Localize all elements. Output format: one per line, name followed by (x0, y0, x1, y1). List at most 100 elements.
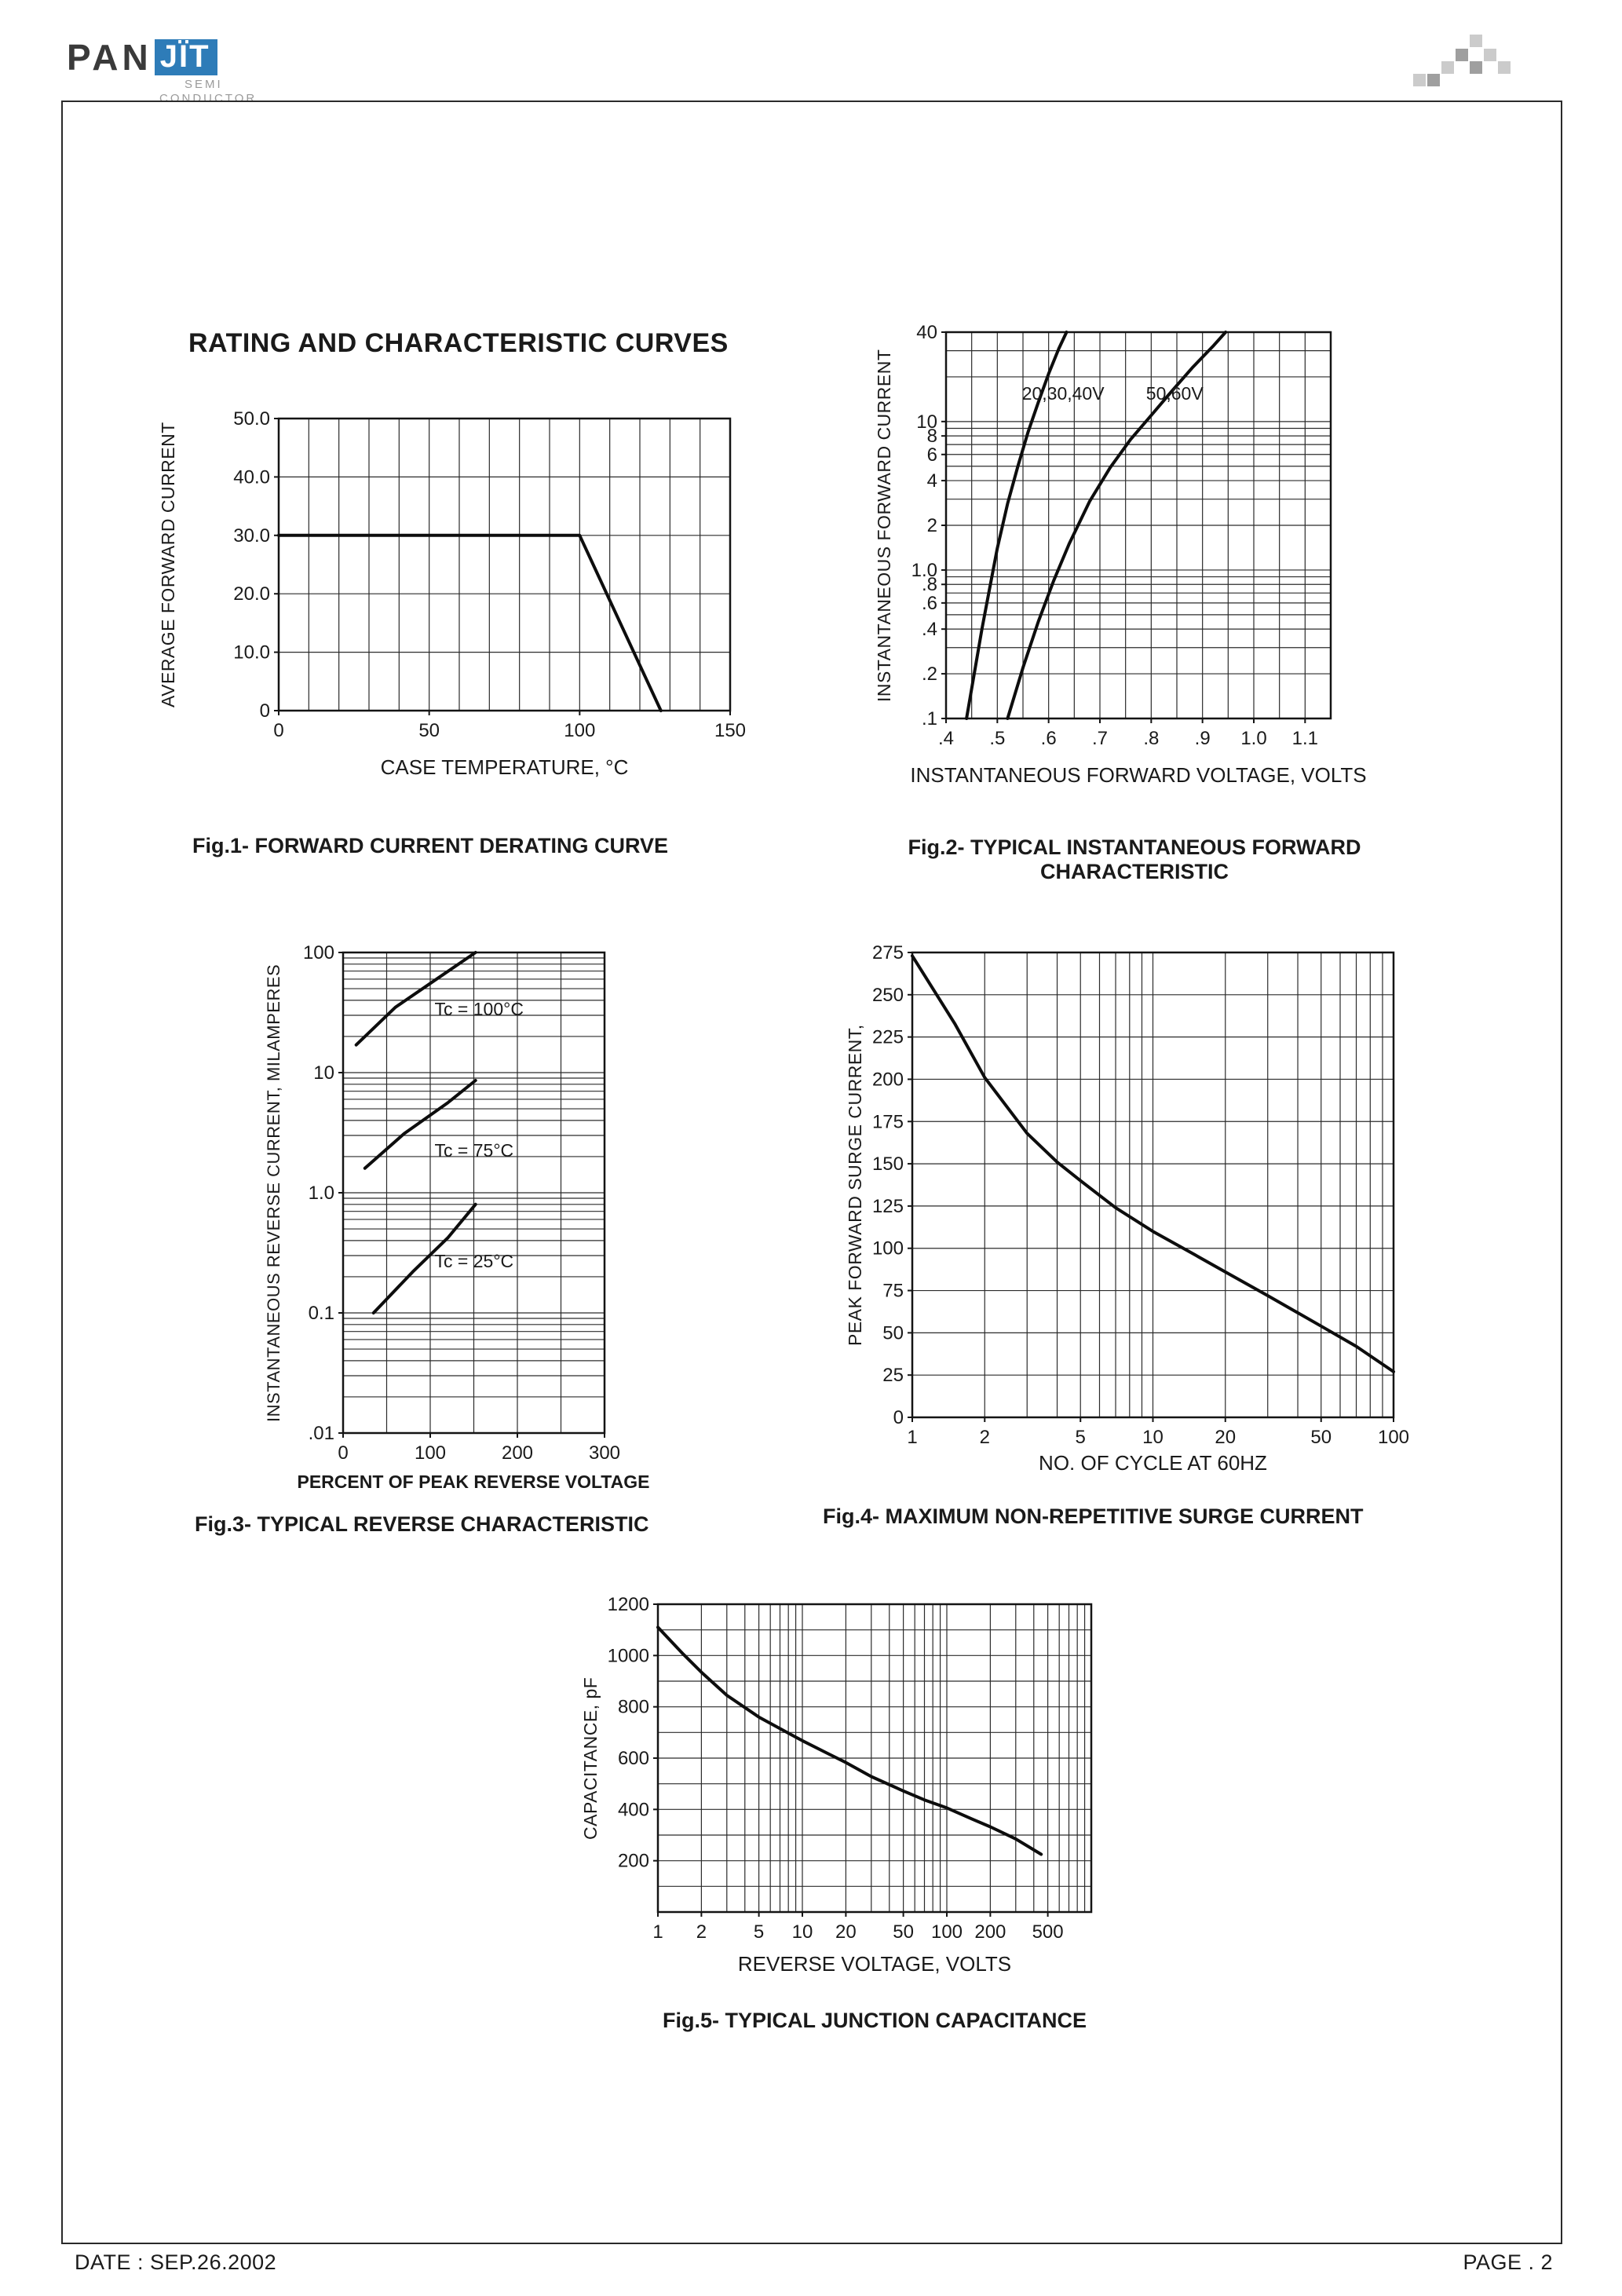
logo-text-jit: JÏT (154, 39, 217, 75)
grid-lines (657, 1603, 1092, 1913)
x-tick-label: 50 (418, 720, 440, 741)
x-tick-label: 50 (893, 1921, 914, 1943)
x-tick-label: 200 (974, 1921, 1006, 1943)
deco-squares-icon (1413, 35, 1511, 86)
x-tick-label: 10 (792, 1921, 813, 1943)
x-tick-label: 2 (696, 1921, 707, 1943)
x-tick-label: 5 (754, 1921, 764, 1943)
series-curve-Tc-75C (363, 1079, 477, 1170)
plot-border (277, 417, 732, 712)
y-tick-label: 30.0 (233, 525, 270, 547)
fig1-y-axis-label: AVERAGE FORWARD CURRENT (158, 422, 178, 707)
x-tick-label: 0 (273, 720, 283, 741)
fig1-x-axis-label: CASE TEMPERATURE, °C (380, 755, 629, 779)
y-tick-label: 225 (872, 1027, 904, 1048)
x-tick-label: 50 (1310, 1427, 1332, 1448)
fig4-x-axis-label: NO. OF CYCLE AT 60HZ (1039, 1451, 1267, 1475)
y-tick-label: .01 (309, 1423, 334, 1444)
y-tick-label: 0.1 (309, 1303, 334, 1324)
x-tick-label: 10 (1142, 1427, 1164, 1448)
y-tick-label: .1 (922, 708, 937, 729)
x-tick-label: 300 (589, 1442, 620, 1464)
curve-label: 20,30,40V (1022, 383, 1105, 404)
fig3-x-axis-label: PERCENT OF PEAK REVERSE VOLTAGE (297, 1472, 650, 1492)
y-tick-label: 10 (916, 411, 937, 433)
y-tick-label: 400 (618, 1799, 649, 1820)
fig5-y-axis-label: CAPACITANCE, pF (580, 1676, 601, 1840)
x-tick-label: .9 (1195, 728, 1211, 749)
y-tick-label: .6 (922, 593, 937, 614)
axis-ticks: 1 2 5 10 20 50 1000255075100125150175200225250… (872, 942, 1409, 1448)
fig1-caption: Fig.1- FORWARD CURRENT DERATING CURVE (192, 834, 669, 857)
content-border-box (61, 101, 1562, 2244)
x-tick-label: .6 (1041, 728, 1057, 749)
x-tick-label: 0 (338, 1442, 348, 1464)
grid-lines (278, 418, 731, 711)
curve-label: Tc = 100°C (435, 999, 524, 1019)
series-curve-surge-current (911, 954, 1395, 1373)
y-tick-label: 1200 (608, 1594, 649, 1615)
y-tick-label: 50 (882, 1322, 904, 1344)
y-tick-label: 8 (927, 426, 937, 447)
x-tick-label: 100 (931, 1921, 963, 1943)
x-tick-label: .7 (1092, 728, 1108, 749)
axis-ticks: 0 50 100 150 0 10.0 20.0 30.0 40.0 50.0 (233, 408, 746, 741)
y-tick-label: 1.0 (309, 1183, 334, 1204)
y-tick-label: 25 (882, 1365, 904, 1386)
y-tick-label: 800 (618, 1697, 649, 1718)
fig2-x-axis-label: INSTANTANEOUS FORWARD VOLTAGE, VOLTS (910, 763, 1367, 787)
y-tick-label: 20.0 (233, 583, 270, 605)
fig4-plot: 1 2 5 10 20 50 1000255075100125150175200225250… (872, 942, 1409, 1448)
y-tick-label: 250 (872, 985, 904, 1006)
y-tick-label: 50.0 (233, 408, 270, 430)
fig5-x-axis-label: REVERSE VOLTAGE, VOLTS (737, 1952, 1012, 1976)
y-tick-label: 10.0 (233, 642, 270, 664)
fig3-y-axis-label: INSTANTANEOUS REVERSE CURRENT, MILAMPERE… (264, 963, 283, 1422)
x-tick-label: 1 (652, 1921, 663, 1943)
y-tick-label: 0 (893, 1407, 904, 1428)
axis-ticks: 0 100 200 300 100 10 1.0 0.1 .01 (303, 942, 620, 1464)
y-tick-label: 175 (872, 1111, 904, 1132)
logo-wordmark: PAN JÏT (67, 39, 257, 75)
fig1-plot: 0 50 100 150 0 10.0 20.0 30.0 40.0 50.0 (233, 408, 746, 741)
x-tick-label: 20 (1215, 1427, 1236, 1448)
grid-lines (911, 952, 1394, 1418)
fig2-caption: Fig.2- TYPICAL INSTANTANEOUS FORWARD CHA… (908, 835, 1361, 883)
y-tick-label: 200 (618, 1851, 649, 1872)
series-curve-50,60V (1006, 331, 1228, 720)
x-tick-label: 1.1 (1292, 728, 1318, 749)
footer-page-number: PAGE . 2 (1463, 2250, 1553, 2274)
fig5-plot: 1 2 5 10 20 50 100 200 500 200 400 600 800 1000 1200 (608, 1594, 1093, 1943)
x-tick-label: 1.0 (1240, 728, 1266, 749)
x-tick-label: .5 (989, 728, 1005, 749)
logo-text-pan: PAN (67, 37, 152, 78)
y-tick-label: 100 (303, 942, 334, 963)
y-tick-label: 1000 (608, 1645, 649, 1666)
curve-label: Tc = 25°C (435, 1251, 514, 1271)
series-curve-junction-capacitance (656, 1625, 1043, 1856)
y-tick-label: 2 (927, 515, 937, 536)
y-tick-label: 4 (927, 470, 937, 492)
x-tick-label: 5 (1076, 1427, 1086, 1448)
y-tick-label: 0 (260, 700, 270, 722)
fig3-caption: Fig.3- TYPICAL REVERSE CHARACTERISTIC (195, 1512, 649, 1536)
y-tick-label: 275 (872, 942, 904, 963)
x-tick-label: 1 (907, 1427, 917, 1448)
x-tick-label: 100 (1378, 1427, 1409, 1448)
x-tick-label: 150 (714, 720, 746, 741)
y-tick-label: 150 (872, 1153, 904, 1175)
fig5-caption: Fig.5- TYPICAL JUNCTION CAPACITANCE (662, 2009, 1087, 2032)
y-tick-label: .8 (922, 574, 937, 595)
axis-ticks: 1 2 5 10 20 50 100 200 500 200 400 600 800 1000 1200 (608, 1594, 1064, 1943)
panjit-logo: PAN JÏT SEMI CONDUCTOR (67, 39, 257, 105)
x-tick-label: 20 (835, 1921, 857, 1943)
x-tick-label: 200 (502, 1442, 533, 1464)
y-tick-label: 75 (882, 1281, 904, 1302)
y-tick-label: 200 (872, 1069, 904, 1090)
y-tick-label: 40 (916, 322, 937, 343)
curve-label: Tc = 75°C (435, 1140, 514, 1161)
fig4-y-axis-label: PEAK FORWARD SURGE CURRENT, (845, 1024, 865, 1346)
y-tick-label: .4 (922, 619, 937, 640)
